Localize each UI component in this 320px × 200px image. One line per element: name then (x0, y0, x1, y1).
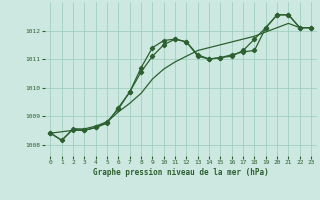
X-axis label: Graphe pression niveau de la mer (hPa): Graphe pression niveau de la mer (hPa) (93, 168, 269, 177)
